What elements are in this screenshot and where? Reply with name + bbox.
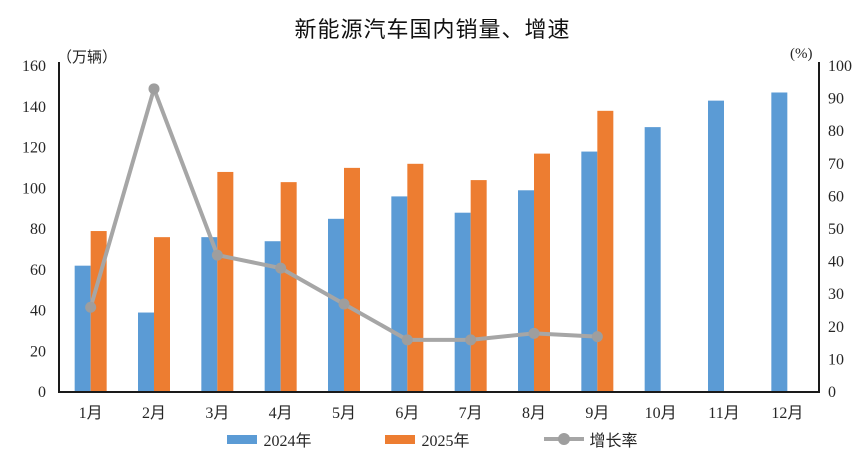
- x-tick-label: 3月: [205, 405, 229, 422]
- y-right-tick-label: 50: [828, 221, 844, 238]
- x-tick-label: 6月: [395, 405, 419, 422]
- y-left-tick-label: 0: [38, 384, 46, 401]
- marker-增长率-1月: [85, 301, 97, 313]
- bar-2024年-11月: [708, 100, 724, 392]
- legend-swatch-2025-bar-icon: [385, 434, 416, 444]
- marker-增长率-2月: [148, 83, 160, 95]
- marker-增长率-9月: [591, 331, 603, 343]
- bar-2025年-2月: [154, 237, 170, 392]
- x-tick-label: 10月: [645, 405, 677, 422]
- marker-增长率-8月: [528, 327, 540, 339]
- y-left-tick-label: 120: [22, 140, 46, 157]
- y-left-tick-label: 40: [30, 303, 46, 320]
- y-right-tick-label: 70: [828, 156, 844, 173]
- bar-2024年-12月: [771, 92, 788, 393]
- right-axis-unit-label: (%): [790, 46, 813, 62]
- x-tick-label: 12月: [771, 405, 803, 422]
- bar-2024年-8月: [518, 190, 534, 392]
- bar-2025年-4月: [280, 182, 297, 392]
- marker-增长率-3月: [211, 249, 223, 261]
- legend-item-growth: 增长率: [543, 427, 638, 451]
- y-right-tick-label: 60: [828, 188, 844, 205]
- bar-2024年-1月: [74, 265, 91, 392]
- bar-2025年-8月: [534, 153, 550, 392]
- bar-2025年-9月: [597, 110, 614, 392]
- y-right-tick-label: 100: [828, 58, 852, 75]
- y-right-tick-label: 20: [828, 319, 844, 336]
- y-right-tick-label: 0: [828, 384, 836, 401]
- y-left-tick-label: 80: [30, 221, 46, 238]
- y-left-tick-label: 20: [30, 343, 46, 360]
- marker-增长率-7月: [465, 334, 477, 346]
- y-right-tick-label: 90: [828, 91, 844, 108]
- y-left-tick-label: 140: [22, 99, 46, 116]
- bar-2024年-2月: [138, 312, 154, 392]
- x-tick-label: 5月: [332, 405, 356, 422]
- bar-2024年-9月: [581, 151, 598, 392]
- y-left-tick-label: 160: [22, 58, 46, 75]
- legend-item-2025: 2025年: [385, 427, 470, 451]
- bar-2024年-5月: [328, 218, 344, 392]
- legend-label-2025: 2025年: [421, 433, 470, 450]
- legend-label-2024: 2024年: [263, 433, 312, 450]
- legend-label-growth: 增长率: [589, 433, 638, 450]
- bar-2024年-7月: [454, 212, 471, 392]
- y-right-tick-label: 40: [828, 254, 844, 271]
- bar-2025年-7月: [470, 180, 487, 392]
- bar-2025年-5月: [344, 167, 360, 392]
- y-right-tick-label: 30: [828, 286, 844, 303]
- x-tick-label: 8月: [522, 405, 546, 422]
- x-tick-label: 11月: [708, 405, 739, 422]
- bar-2024年-3月: [201, 237, 218, 392]
- marker-增长率-4月: [275, 262, 287, 274]
- x-tick-label: 1月: [79, 405, 103, 422]
- x-tick-label: 4月: [269, 405, 293, 422]
- x-tick-label: 7月: [459, 405, 483, 422]
- bar-2024年-10月: [644, 127, 661, 392]
- bar-2024年-4月: [264, 241, 281, 392]
- bar-2024年-6月: [391, 196, 408, 392]
- marker-增长率-6月: [401, 334, 413, 346]
- chart-title: 新能源汽车国内销量、增速: [294, 17, 571, 42]
- legend-swatch-growth-line-icon: [543, 433, 584, 445]
- y-left-tick-label: 100: [22, 180, 46, 197]
- y-right-tick-label: 80: [828, 123, 844, 140]
- y-left-tick-label: 60: [30, 262, 46, 279]
- x-tick-label: 9月: [585, 405, 609, 422]
- bar-2025年-6月: [407, 163, 424, 392]
- x-tick-label: 2月: [142, 405, 166, 422]
- legend-swatch-2024-bar-icon: [227, 434, 258, 444]
- y-right-tick-label: 10: [828, 351, 844, 368]
- left-axis-unit-label: （万辆）: [57, 50, 118, 66]
- marker-增长率-5月: [338, 298, 350, 310]
- legend-item-2024: 2024年: [227, 427, 311, 451]
- legend: 2024年 2025年 增长率: [0, 427, 865, 451]
- bar-2025年-3月: [217, 171, 234, 392]
